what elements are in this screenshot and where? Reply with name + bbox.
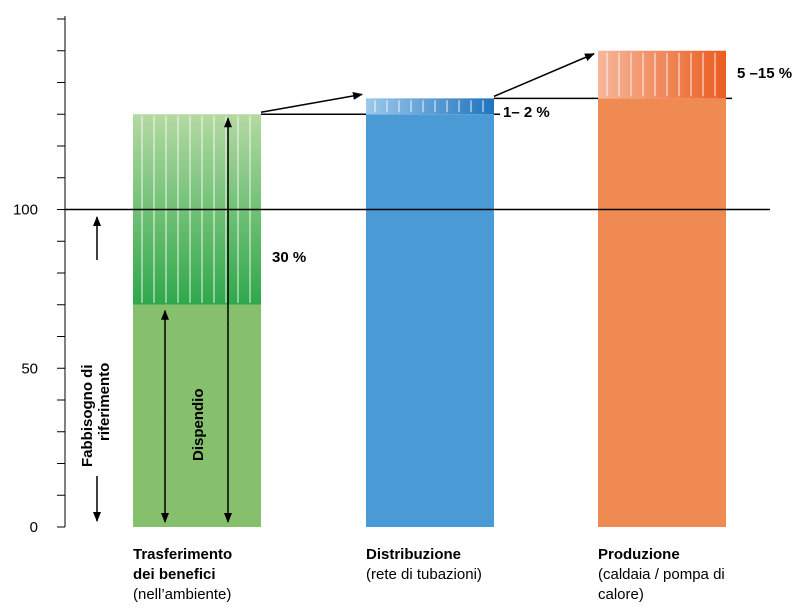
category-subtitle: (caldaia / pompa di calore) bbox=[598, 566, 725, 603]
connector-arrow-2 bbox=[493, 53, 595, 98]
y-axis: 0 50 100 bbox=[13, 16, 770, 536]
label-fabbisogno-line2: riferimento bbox=[96, 363, 113, 441]
bars-layer bbox=[133, 50, 726, 527]
bar-base-2 bbox=[598, 98, 726, 527]
label-1-2-percent: 1– 2 % bbox=[503, 104, 550, 121]
bar-loss-segment-2 bbox=[598, 50, 726, 99]
bar-base-1 bbox=[366, 114, 494, 527]
bar-loss-segment-1 bbox=[366, 98, 494, 115]
category-title: Distribuzione bbox=[366, 546, 462, 563]
label-5-15-percent: 5 –15 % bbox=[737, 65, 792, 82]
category-title-line2: dei benefici bbox=[133, 566, 216, 583]
category-title: Trasferimento bbox=[133, 546, 233, 563]
connector-arrow-1 bbox=[260, 92, 363, 113]
category-label-distribuzione: Distribuzione (rete di tubazioni) bbox=[366, 545, 566, 585]
annotations-layer: 30 % 1– 2 % 5 –15 % Fabbisogno di riferiment… bbox=[79, 53, 792, 523]
category-label-produzione: Produzione (caldaia / pompa di calore) bbox=[598, 545, 768, 605]
category-subtitle: (nell’ambiente) bbox=[133, 586, 232, 603]
bar-base-0 bbox=[133, 304, 261, 527]
category-title: Produzione bbox=[598, 546, 680, 563]
y-tick-label: 50 bbox=[21, 360, 38, 377]
y-tick-label: 100 bbox=[13, 202, 38, 219]
label-30-percent: 30 % bbox=[272, 249, 306, 266]
category-label-trasferimento: Trasferimento dei benefici (nell’ambient… bbox=[133, 545, 333, 605]
y-tick-label: 0 bbox=[30, 519, 38, 536]
category-subtitle: (rete di tubazioni) bbox=[366, 566, 482, 583]
label-dispendio: Dispendio bbox=[190, 388, 207, 461]
label-fabbisogno-line1: Fabbisogno di bbox=[79, 365, 96, 468]
